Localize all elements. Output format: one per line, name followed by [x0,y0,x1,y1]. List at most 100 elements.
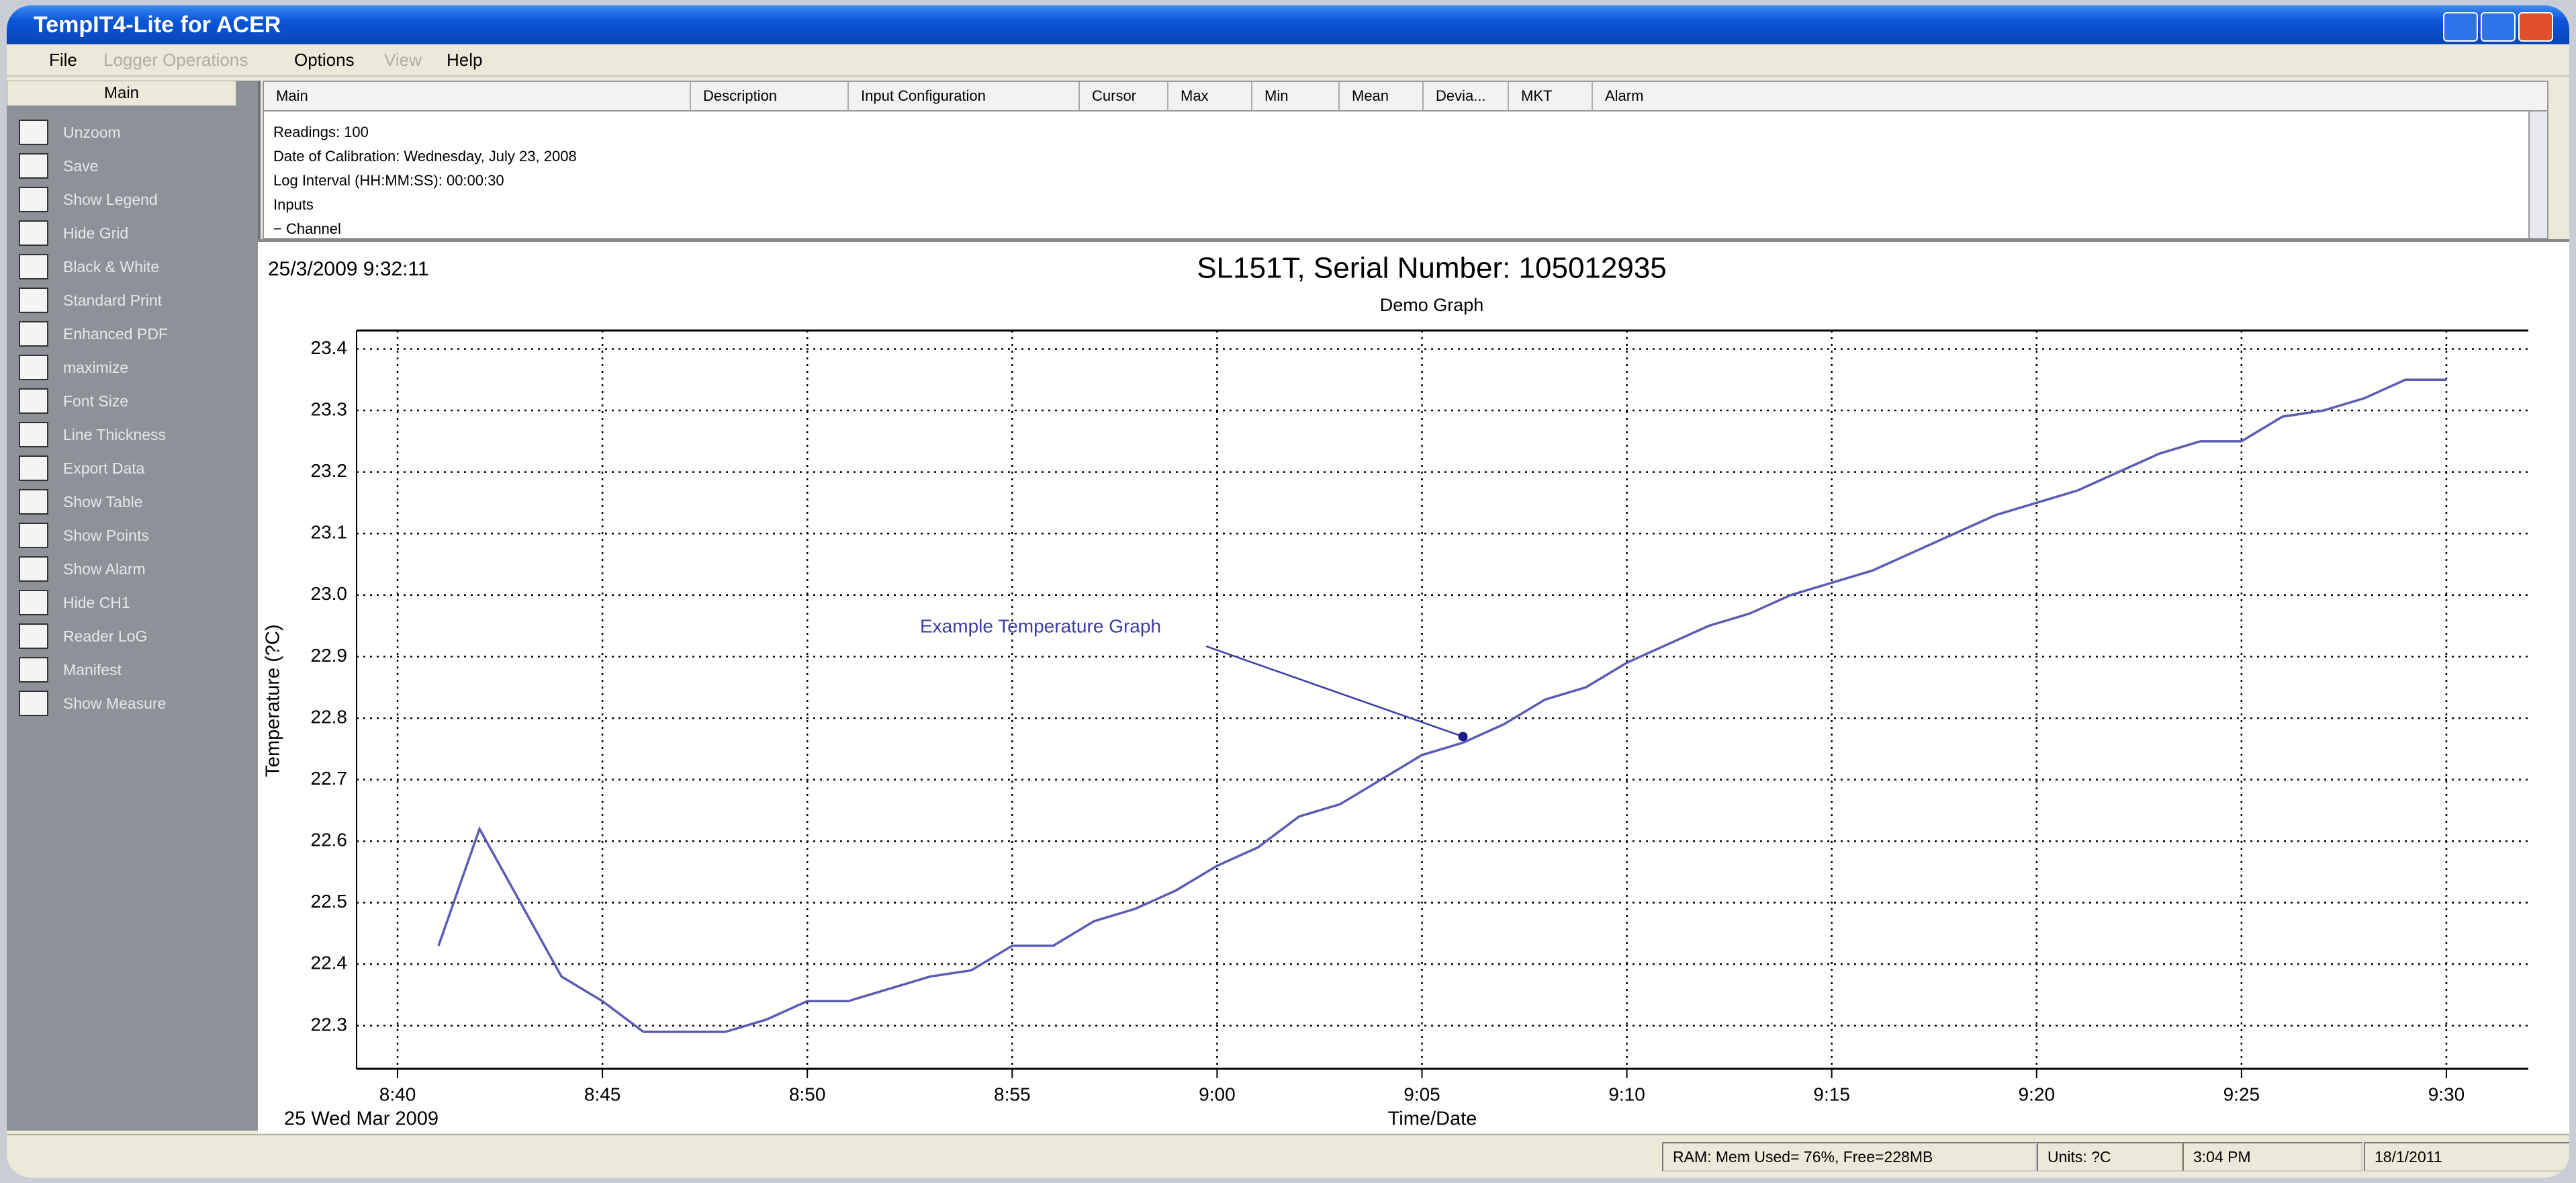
y-tick-label: 23.3 [311,398,348,419]
sidebar-item[interactable]: Save [63,157,99,175]
column-title: Input Configuration [861,87,986,104]
timestamp: 25/3/2009 9:32:11 [268,258,429,280]
column-title: Max [1181,87,1209,104]
y-tick-label: 23.4 [311,337,348,358]
y-tick-label: 22.7 [311,768,348,789]
column-separator [1508,82,1509,110]
sidebar-icon [19,288,48,313]
y-tick-label: 22.9 [311,645,348,666]
sidebar-icon [19,556,48,582]
sidebar-item[interactable]: Show Table [63,493,143,511]
sidebar-item[interactable]: Line Thickness [63,426,166,443]
menu-item[interactable]: Options [294,50,355,70]
x-tick-label: 9:10 [1608,1084,1645,1104]
sidebar-icon [19,388,48,414]
menu-bar: File Logger Operations Options View Help [7,44,2569,77]
sidebar-icon [19,120,48,145]
sidebar-header: Main [7,81,236,106]
menu-item[interactable]: Help [447,50,483,70]
x-tick-label: 9:05 [1404,1084,1440,1104]
status-cell: Units: ?C [2037,1142,2183,1172]
column-title: Devia... [1436,87,1486,104]
sidebar-item[interactable]: Show Alarm [63,560,146,578]
column-title: Main [276,87,308,104]
sidebar-icon [19,355,48,380]
y-tick-label: 23.1 [311,522,348,543]
annotation: Example Temperature Graph [920,615,1161,636]
x-tick-label: 9:20 [2019,1084,2056,1104]
annotation-point [1458,732,1468,742]
column-separator [1078,82,1080,110]
info-line: Readings: 100 [273,124,369,140]
chart-area: 25/3/2009 9:32:11 SL151T, Serial Number: … [258,239,2569,1133]
chart: 25/3/2009 9:32:11 SL151T, Serial Number: … [263,252,2528,1130]
date-label: 25 Wed Mar 2009 [284,1108,439,1130]
sidebar-item[interactable]: Export Data [63,459,145,477]
x-tick-label: 8:50 [789,1084,826,1104]
column-title: Description [703,87,778,104]
menu-item[interactable]: File [49,50,77,70]
sidebar-item[interactable]: Black & White [63,258,160,275]
column-separator [1592,82,1593,110]
menu-item: View [384,50,422,70]
data-line [437,378,2446,1033]
column-title: Min [1264,87,1289,104]
sidebar-item[interactable]: Show Legend [63,191,158,208]
sidebar-item[interactable]: Font Size [63,392,129,410]
info-line: Date of Calibration: Wednesday, July 23,… [273,148,577,165]
chart-subtitle: Demo Graph [1380,295,1484,315]
status-cell: 18/1/2011 [2364,1142,2569,1172]
sidebar-item[interactable]: Show Measure [63,695,167,712]
menu-item: Logger Operations [103,50,248,70]
info-line: − Channel [273,220,341,237]
sidebar-icon [19,489,48,515]
y-tick-label: 22.5 [311,891,348,912]
column-title: Cursor [1092,87,1137,104]
info-line: Inputs [273,196,314,213]
window-title: TempIT4-Lite for ACER [34,12,281,38]
info-panel: Readings: 100 Date of Calibration: Wednes… [263,110,2530,239]
x-tick-label: 8:55 [994,1084,1031,1104]
column-separator [1422,82,1424,110]
y-tick-label: 22.8 [311,706,348,727]
sidebar: Main Unzoom Save Show Legend Hide Grid Black… [7,81,261,1131]
sidebar-icon [19,455,48,481]
column-separator [1167,82,1168,110]
scrollbar[interactable] [2528,110,2548,239]
x-tick-label: 8:45 [584,1084,621,1104]
column-separator [690,82,691,110]
sidebar-item[interactable]: Enhanced PDF [63,325,168,343]
y-tick-label: 22.6 [311,830,348,850]
minimize-button[interactable] [2443,12,2478,42]
sidebar-icon [19,590,48,615]
sidebar-icon [19,220,48,246]
maximize-button[interactable] [2481,12,2516,42]
column-separator [847,82,849,110]
title-bar: TempIT4-Lite for ACER [7,5,2569,44]
y-tick-label: 22.4 [311,953,348,973]
sidebar-item[interactable]: Manifest [63,661,122,678]
x-tick-label: 9:30 [2428,1084,2465,1104]
info-line: Log Interval (HH:MM:SS): 00:00:30 [273,172,504,189]
column-title: MKT [1521,87,1553,104]
sidebar-item[interactable]: Hide CH1 [63,594,130,611]
sidebar-icon [19,691,48,716]
app-window: TempIT4-Lite for ACER File Logger Operat… [7,5,2569,1178]
sidebar-item[interactable]: maximize [63,359,129,376]
sidebar-icon [19,187,48,212]
y-tick-label: 23.2 [311,460,348,481]
sidebar-item[interactable]: Standard Print [63,292,163,309]
sidebar-item[interactable]: Hide Grid [63,224,129,242]
close-button[interactable] [2518,12,2553,42]
status-cell: 3:04 PM [2182,1142,2362,1172]
sidebar-icon [19,523,48,548]
sidebar-icon [19,657,48,683]
sidebar-item[interactable]: Show Points [63,527,149,544]
sidebar-item[interactable]: Reader LoG [63,627,148,645]
status-cell: RAM: Mem Used= 76%, Free=228MB [1662,1142,2037,1172]
y-tick-label: 22.3 [311,1014,348,1035]
sidebar-item[interactable]: Unzoom [63,124,121,141]
y-axis-label: Temperature (?C) [263,624,284,777]
column-separator [1338,82,1340,110]
